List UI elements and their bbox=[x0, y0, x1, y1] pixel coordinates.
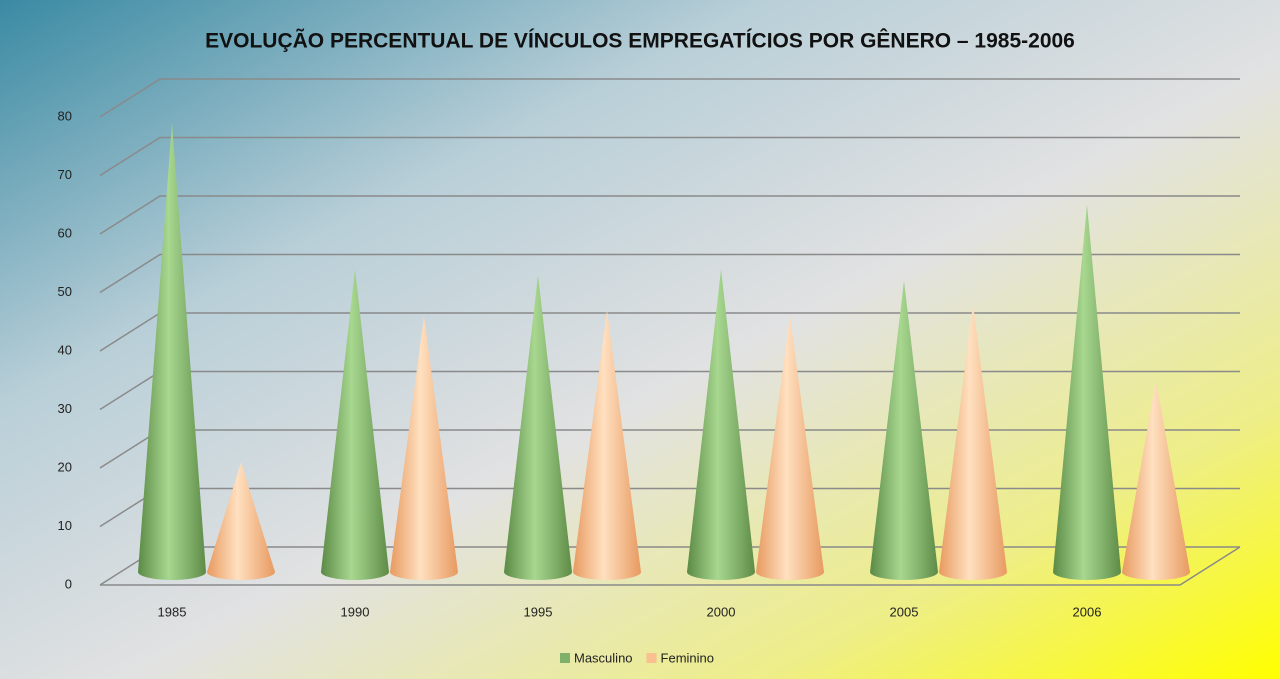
x-tick-label: 2006 bbox=[1073, 604, 1102, 619]
y-tick-label: 50 bbox=[58, 284, 72, 299]
x-tick-label: 2000 bbox=[707, 604, 736, 619]
y-tick-label: 40 bbox=[58, 342, 72, 357]
cone bbox=[390, 315, 458, 580]
cone bbox=[321, 269, 389, 580]
cone bbox=[1122, 380, 1190, 580]
grid-line bbox=[99, 136, 1240, 177]
y-tick-label: 30 bbox=[58, 401, 72, 416]
x-tick-label: 2005 bbox=[890, 604, 919, 619]
cone bbox=[138, 122, 206, 580]
cone bbox=[1053, 204, 1121, 580]
y-tick-label: 70 bbox=[58, 167, 72, 182]
y-tick-label: 20 bbox=[58, 459, 72, 474]
legend-label: Feminino bbox=[661, 650, 714, 665]
cone bbox=[573, 310, 641, 580]
legend-label: Masculino bbox=[574, 650, 633, 665]
y-tick-label: 80 bbox=[58, 108, 72, 123]
grid-line bbox=[99, 195, 1240, 235]
cone bbox=[870, 280, 938, 580]
y-tick-label: 10 bbox=[58, 518, 72, 533]
x-tick-label: 1995 bbox=[524, 604, 553, 619]
cone bbox=[939, 304, 1007, 580]
legend-swatch bbox=[646, 653, 657, 663]
floor-edge bbox=[100, 546, 1241, 586]
y-tick-label: 0 bbox=[65, 576, 72, 591]
grid-line bbox=[99, 78, 1240, 118]
cone bbox=[207, 462, 275, 580]
y-tick-label: 60 bbox=[58, 225, 72, 240]
grid-line bbox=[99, 253, 1240, 294]
x-tick-label: 1990 bbox=[341, 604, 370, 619]
chart-title: EVOLUÇÃO PERCENTUAL DE VÍNCULOS EMPREGAT… bbox=[205, 29, 1075, 53]
legend-swatch bbox=[560, 653, 570, 663]
cone bbox=[504, 274, 572, 580]
x-tick-label: 1985 bbox=[158, 604, 187, 619]
cone bbox=[687, 269, 755, 580]
cone bbox=[756, 315, 824, 580]
